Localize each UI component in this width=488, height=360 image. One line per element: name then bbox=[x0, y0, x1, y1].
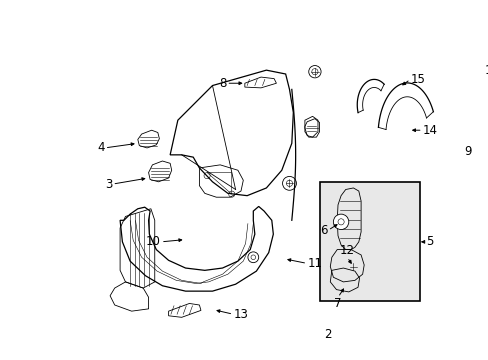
Text: 15: 15 bbox=[409, 73, 425, 86]
Text: 5: 5 bbox=[425, 235, 432, 248]
FancyBboxPatch shape bbox=[320, 182, 420, 301]
Text: 10: 10 bbox=[146, 235, 161, 248]
Text: 16: 16 bbox=[483, 64, 488, 77]
Text: 13: 13 bbox=[233, 308, 247, 321]
Text: 14: 14 bbox=[422, 124, 437, 137]
Text: 12: 12 bbox=[339, 244, 354, 257]
Text: 8: 8 bbox=[219, 77, 226, 90]
Text: 6: 6 bbox=[320, 224, 327, 237]
Text: 4: 4 bbox=[97, 141, 104, 154]
Text: 11: 11 bbox=[306, 257, 322, 270]
Circle shape bbox=[333, 214, 348, 230]
Text: 9: 9 bbox=[464, 145, 471, 158]
Text: 3: 3 bbox=[105, 177, 112, 190]
Text: 2: 2 bbox=[324, 328, 331, 341]
Text: 7: 7 bbox=[334, 297, 341, 310]
